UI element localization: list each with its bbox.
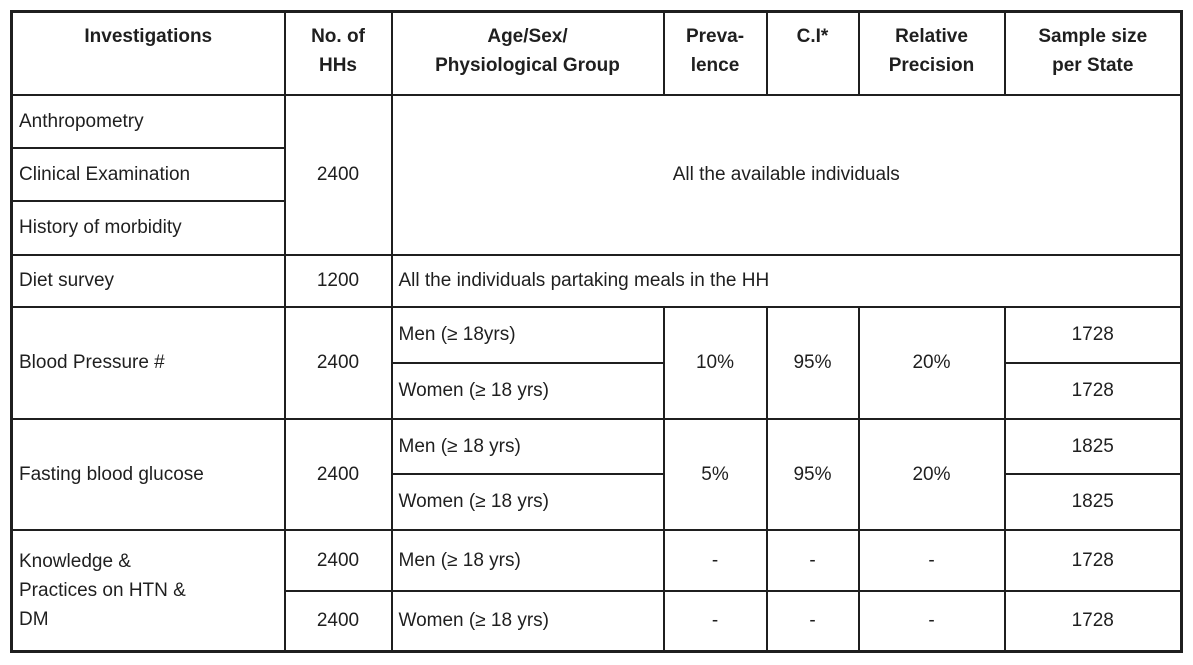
col-header-relative-precision: Relative Precision <box>857 10 1006 96</box>
cell-ci-bp: 95% <box>765 305 860 420</box>
cell-sample-size-kp-women: 1728 <box>1003 589 1183 653</box>
row-blood-pressure-men: Blood Pressure # 2400 Men (≥ 18yrs) 10% … <box>10 305 1183 420</box>
cell-sample-size-fbg-men: 1825 <box>1003 417 1183 475</box>
cell-investigation-anthropometry: Anthropometry <box>10 93 286 149</box>
col-header-no-of-hhs: No. of HHs <box>283 10 393 96</box>
cell-relative-precision-kp-men: - <box>857 528 1006 592</box>
survey-sampling-table-container: Investigations No. of HHs Age/Sex/ Physi… <box>10 10 1183 653</box>
cell-sample-size-kp-men: 1728 <box>1003 528 1183 592</box>
cell-coverage-all-available: All the available individuals <box>390 93 1183 256</box>
row-anthropometry: Anthropometry 2400 All the available ind… <box>10 93 1183 256</box>
cell-investigation-history-of-morbidity: History of morbidity <box>10 199 286 256</box>
cell-relative-precision-fbg: 20% <box>857 417 1006 531</box>
col-header-investigations: Investigations <box>10 10 286 96</box>
cell-prevalence-bp: 10% <box>662 305 768 420</box>
cell-hhs-fasting-glucose: 2400 <box>283 417 393 531</box>
cell-relative-precision-kp-women: - <box>857 589 1006 653</box>
cell-investigation-blood-pressure: Blood Pressure # <box>10 305 286 420</box>
row-history-of-morbidity: History of morbidity <box>10 199 1182 256</box>
cell-group-kp-men: Men (≥ 18 yrs) <box>390 528 665 592</box>
cell-group-fbg-women: Women (≥ 18 yrs) <box>390 472 665 531</box>
col-header-ci: C.I* <box>765 10 860 96</box>
cell-hhs-blood-pressure: 2400 <box>283 305 393 420</box>
cell-prevalence-kp-men: - <box>662 528 768 592</box>
col-header-age-sex-group: Age/Sex/ Physiological Group <box>390 10 665 96</box>
cell-investigation-clinical-examination: Clinical Examination <box>10 146 286 202</box>
cell-ci-kp-women: - <box>765 589 860 653</box>
row-diet-survey: Diet survey 1200 All the individuals par… <box>10 253 1183 308</box>
cell-group-bp-women: Women (≥ 18 yrs) <box>390 361 665 420</box>
cell-hhs-kp-men: 2400 <box>283 528 393 592</box>
cell-ci-kp-men: - <box>765 528 860 592</box>
cell-sample-size-bp-women: 1728 <box>1003 361 1183 420</box>
cell-prevalence-kp-women: - <box>662 589 768 653</box>
cell-sample-size-fbg-women: 1825 <box>1003 472 1183 531</box>
row-blood-pressure-women: Women (≥ 18 yrs) 1728 <box>12 361 1183 420</box>
cell-investigation-diet-survey: Diet survey <box>10 253 286 308</box>
col-header-sample-size-per-state: Sample size per State <box>1003 10 1183 96</box>
cell-hhs-household-investigations: 2400 <box>283 93 393 256</box>
row-knowledge-practices-men: Knowledge & Practices on HTN & DM 2400 M… <box>10 528 1183 653</box>
survey-sampling-table: Investigations No. of HHs Age/Sex/ Physi… <box>10 10 1183 653</box>
cell-prevalence-fbg: 5% <box>662 417 768 531</box>
header-row: Investigations No. of HHs Age/Sex/ Physi… <box>10 10 1183 96</box>
cell-ci-fbg: 95% <box>765 417 860 531</box>
cell-hhs-diet-survey: 1200 <box>283 253 393 308</box>
cell-group-kp-women: Women (≥ 18 yrs) <box>390 589 665 653</box>
cell-group-fbg-men: Men (≥ 18 yrs) <box>390 417 665 475</box>
row-fasting-glucose-women: Women (≥ 18 yrs) 1825 <box>12 472 1183 531</box>
cell-group-bp-men: Men (≥ 18yrs) <box>390 305 665 364</box>
cell-investigation-fasting-glucose: Fasting blood glucose <box>10 417 286 531</box>
col-header-prevalence: Preva- lence <box>662 10 768 96</box>
cell-coverage-diet-survey: All the individuals partaking meals in t… <box>390 253 1183 308</box>
cell-relative-precision-bp: 20% <box>857 305 1006 420</box>
row-clinical-examination: Clinical Examination <box>10 146 1182 202</box>
row-knowledge-practices-women: 2400 Women (≥ 18 yrs) - - - 1728 <box>12 589 1183 653</box>
cell-sample-size-bp-men: 1728 <box>1003 305 1183 364</box>
cell-investigation-knowledge-practices: Knowledge & Practices on HTN & DM <box>10 528 286 653</box>
cell-hhs-kp-women: 2400 <box>283 589 393 653</box>
row-fasting-glucose-men: Fasting blood glucose 2400 Men (≥ 18 yrs… <box>10 417 1183 531</box>
